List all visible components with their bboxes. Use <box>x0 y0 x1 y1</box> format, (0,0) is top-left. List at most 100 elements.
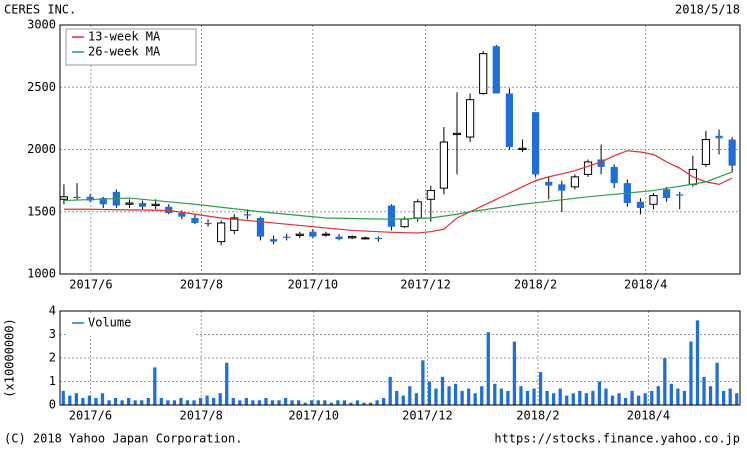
legend-label: Volume <box>88 316 131 330</box>
x-tick-label: 2017/10 <box>288 278 339 292</box>
volume-bar <box>185 400 190 405</box>
volume-bar <box>244 397 248 405</box>
volume-bar <box>238 400 242 405</box>
y-tick-label: 3000 <box>27 18 56 32</box>
volume-bar <box>584 393 588 405</box>
x-tick-label: 2018/4 <box>624 278 667 292</box>
x-tick-label: 2017/6 <box>69 409 112 423</box>
volume-bar <box>408 386 412 405</box>
candle-body <box>465 99 475 138</box>
candle-body <box>505 93 514 148</box>
plot-border <box>59 310 741 406</box>
candle-body <box>178 212 186 217</box>
candle-body <box>138 203 147 207</box>
volume-bar <box>329 402 333 405</box>
volume-bar <box>440 376 445 405</box>
volume-bar <box>552 393 556 405</box>
volume-bar <box>538 372 543 405</box>
candle-body <box>321 233 331 236</box>
candle-body <box>663 189 671 199</box>
volume-bar <box>414 393 418 405</box>
volume-bar <box>107 400 111 405</box>
candle-body <box>86 196 94 201</box>
volume-bar <box>434 388 438 405</box>
candle-body <box>676 194 684 196</box>
volume-bar <box>728 388 732 405</box>
volume-bar <box>264 397 268 405</box>
volume-bar <box>702 376 706 405</box>
x-tick-label: 2018/4 <box>627 409 670 423</box>
moving-average-line <box>63 171 733 220</box>
x-tick-label: 2017/10 <box>288 409 339 423</box>
volume-bar <box>708 386 713 405</box>
candle-body <box>243 214 251 216</box>
volume-bar <box>133 400 137 405</box>
legend-label: 13-week MA <box>88 30 161 44</box>
volume-bar <box>650 390 654 405</box>
volume-bar <box>689 341 693 405</box>
volume-bar <box>303 402 307 405</box>
volume-bar <box>715 362 719 405</box>
candle-body <box>479 53 488 94</box>
candle-body <box>374 237 382 240</box>
candle-body <box>545 181 553 186</box>
volume-bar <box>68 395 72 405</box>
volume-bar <box>486 332 490 405</box>
volume-bar <box>401 395 405 405</box>
candle-body <box>59 196 69 200</box>
volume-bar <box>310 400 314 405</box>
volume-bar <box>218 393 222 405</box>
volume-bar <box>545 390 549 405</box>
candle-body <box>256 217 265 237</box>
volume-bar <box>695 320 700 405</box>
volume-bar <box>382 397 386 405</box>
volume-bar <box>597 381 602 405</box>
volume-bar <box>637 395 641 405</box>
company-name: CERES INC. <box>4 3 76 17</box>
candle-body <box>283 236 291 238</box>
volume-bar <box>205 395 209 405</box>
volume-bar <box>349 402 353 405</box>
volume-bar <box>610 395 615 405</box>
volume-bar <box>159 397 163 405</box>
candle-body <box>269 239 278 242</box>
volume-bar <box>179 397 183 405</box>
y-tick-label: 4 <box>49 304 56 318</box>
volume-bar <box>656 386 660 405</box>
volume-bar <box>297 400 301 405</box>
x-tick-label: 2017/12 <box>402 409 453 423</box>
candle-body <box>558 184 566 191</box>
volume-bar <box>643 393 647 405</box>
candle-body <box>426 190 435 200</box>
volume-bar <box>277 400 281 405</box>
candle-body <box>335 236 343 240</box>
volume-bar <box>630 390 634 405</box>
volume-bar <box>368 402 373 405</box>
candle-body <box>361 237 370 240</box>
candle-body <box>610 166 618 184</box>
volume-bar <box>447 386 451 405</box>
y-tick-label: 2000 <box>27 142 56 156</box>
volume-bar <box>94 397 98 405</box>
volume-bar <box>617 393 621 405</box>
volume-bar <box>362 402 366 405</box>
candle-body <box>73 196 81 199</box>
volume-bar <box>453 383 458 405</box>
volume-bar <box>375 400 379 405</box>
volume-bar <box>283 397 288 405</box>
volume-bar <box>525 390 530 405</box>
volume-bar <box>100 393 105 405</box>
volume-bar <box>355 400 360 405</box>
candle-body <box>387 205 396 227</box>
candle-body <box>597 159 605 167</box>
y-tick-label: 1 <box>49 374 56 388</box>
url: https://stocks.finance.yahoo.co.jp <box>494 432 740 446</box>
candle-body <box>636 201 645 209</box>
x-tick-label: 2017/8 <box>180 278 223 292</box>
volume-bar <box>623 397 628 405</box>
candle-body <box>570 176 580 188</box>
volume-bar <box>127 397 131 405</box>
candle-body <box>348 236 357 239</box>
volume-bar <box>591 390 595 405</box>
